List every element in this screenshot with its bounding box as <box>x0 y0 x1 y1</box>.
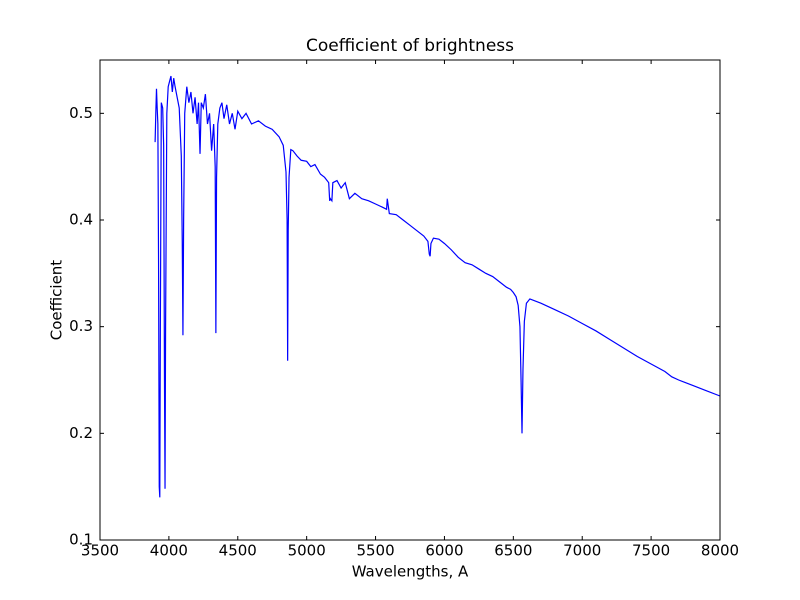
x-tick-label: 5000 <box>288 542 326 560</box>
y-axis-label: Coefficient <box>48 260 66 341</box>
x-tick-label: 7500 <box>632 542 670 560</box>
plot-frame <box>99 59 721 541</box>
y-tick-label: 0.3 <box>69 317 93 335</box>
x-tick-label: 4500 <box>219 542 257 560</box>
x-tick-label: 5500 <box>356 542 394 560</box>
x-tick-label: 4000 <box>150 542 188 560</box>
x-tick-label: 3500 <box>81 542 119 560</box>
x-tick-label: 8000 <box>701 542 739 560</box>
chart-title: Coefficient of brightness <box>306 36 514 56</box>
x-tick-label: 7000 <box>563 542 601 560</box>
x-tick-label: 6000 <box>425 542 463 560</box>
x-axis-label: Wavelengths, A <box>352 563 469 581</box>
spectrum-line <box>154 75 721 498</box>
y-tick-label: 0.5 <box>69 104 93 122</box>
y-tick-label: 0.4 <box>69 211 93 229</box>
y-tick-label: 0.2 <box>69 424 93 442</box>
y-tick-label: 0.1 <box>69 531 93 549</box>
x-tick-label: 6500 <box>494 542 532 560</box>
